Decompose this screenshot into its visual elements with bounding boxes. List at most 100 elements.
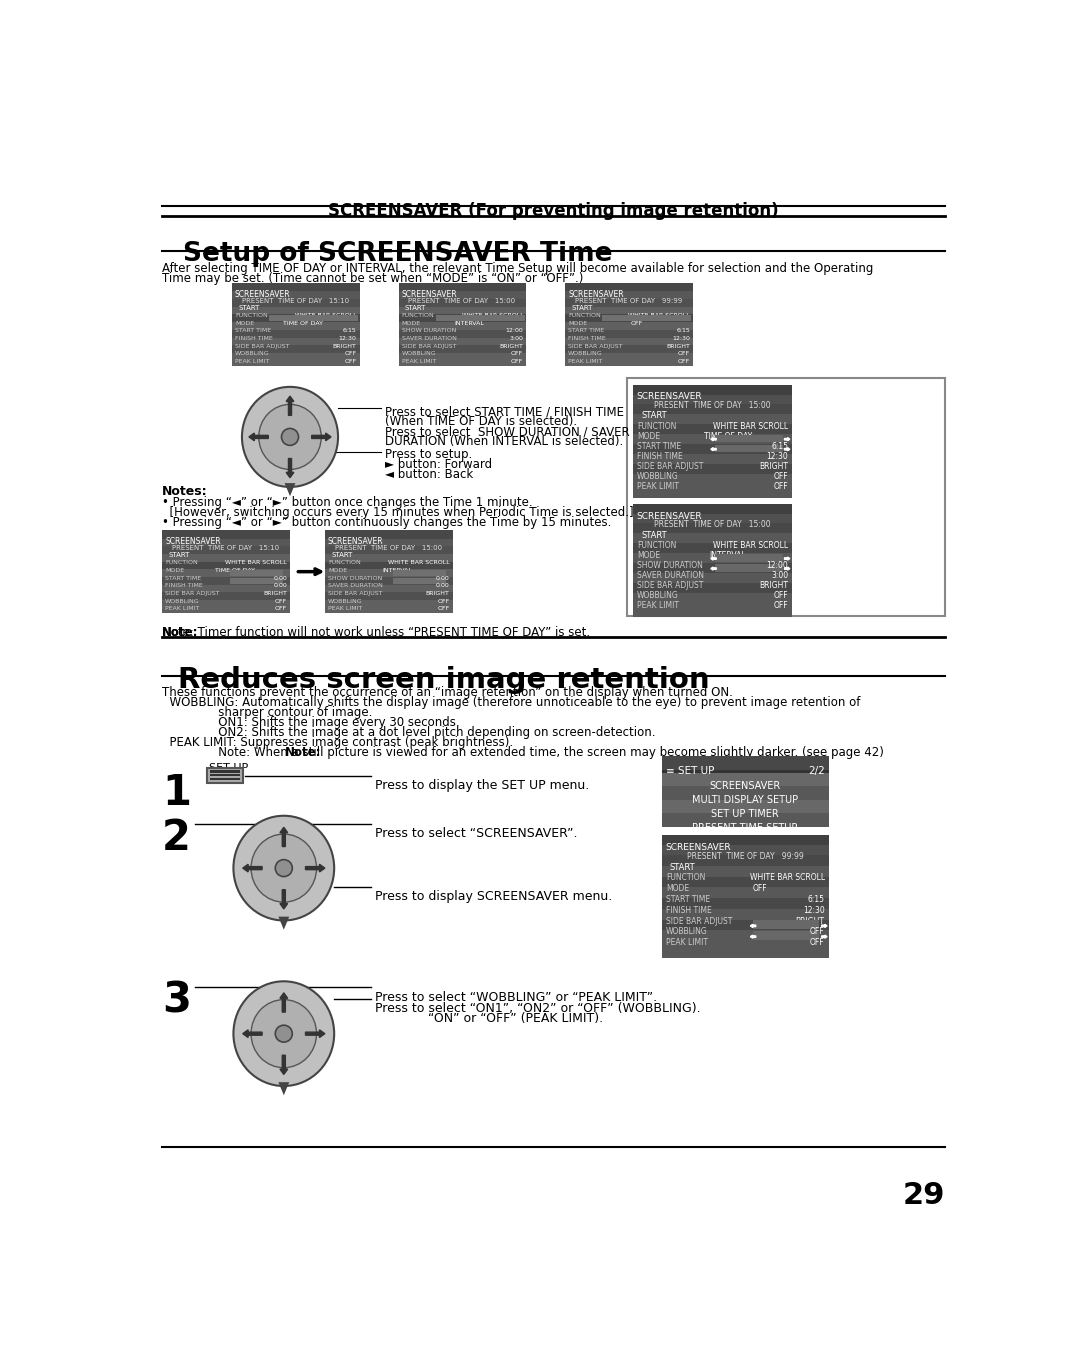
FancyArrow shape [784, 447, 789, 451]
Text: SAVER DURATION: SAVER DURATION [328, 583, 382, 589]
Text: SHOW DURATION: SHOW DURATION [637, 562, 703, 570]
Text: Note: When a still picture is viewed for an extended time, the screen may become: Note: When a still picture is viewed for… [162, 747, 885, 759]
Text: MODE: MODE [328, 568, 347, 572]
Text: 12:00: 12:00 [767, 562, 788, 570]
Bar [633, 463, 793, 474]
Bar [662, 898, 828, 909]
Text: FUNCTION: FUNCTION [568, 313, 600, 318]
Text: SCREENSAVER (For preventing image retention): SCREENSAVER (For preventing image retent… [328, 202, 779, 219]
Text: START: START [642, 530, 666, 540]
Text: SIDE BAR ADJUST: SIDE BAR ADJUST [637, 581, 703, 590]
Text: OFF: OFF [511, 352, 524, 357]
Bar [211, 778, 240, 781]
Text: PRESENT  TIME OF DAY   15:00: PRESENT TIME OF DAY 15:00 [654, 401, 771, 410]
Bar [232, 284, 360, 367]
Text: PRESENT  TIME OF DAY   15:10: PRESENT TIME OF DAY 15:10 [242, 297, 349, 304]
Bar [162, 600, 291, 608]
Text: OFF: OFF [631, 320, 643, 326]
Text: MULTI DISPLAY SETUP: MULTI DISPLAY SETUP [692, 795, 798, 806]
Bar [399, 330, 526, 338]
Text: WHITE BAR SCROLL: WHITE BAR SCROLL [750, 874, 825, 882]
Bar [325, 562, 453, 570]
Text: WOBBLING: WOBBLING [637, 592, 679, 600]
Text: WOBBLING: WOBBLING [328, 598, 363, 604]
Text: SIDE BAR ADJUST: SIDE BAR ADJUST [402, 343, 456, 349]
Text: PRESENT TIME SETUP: PRESENT TIME SETUP [692, 823, 798, 833]
Text: Press to select START TIME / FINISH TIME: Press to select START TIME / FINISH TIME [384, 405, 623, 418]
Bar [399, 292, 526, 298]
Text: SCREENSAVER: SCREENSAVER [665, 842, 731, 852]
Bar [325, 570, 453, 577]
Text: 12:30: 12:30 [672, 337, 690, 341]
Text: FUNCTION: FUNCTION [637, 541, 676, 549]
Text: BRIGHT: BRIGHT [426, 592, 449, 596]
Bar [633, 593, 793, 604]
Bar [662, 876, 828, 887]
Text: 0:00: 0:00 [273, 575, 287, 581]
Text: OFF: OFF [437, 598, 449, 604]
Text: START: START [332, 552, 352, 559]
Text: sharper contour of image.: sharper contour of image. [162, 706, 373, 720]
Text: 6:15: 6:15 [676, 328, 690, 334]
Bar [435, 315, 525, 322]
Bar [633, 454, 793, 463]
Bar [633, 504, 793, 617]
Bar [211, 770, 240, 773]
Text: START: START [238, 305, 259, 311]
Text: START: START [168, 552, 190, 559]
Text: OFF: OFF [753, 885, 768, 893]
Text: PRESENT  TIME OF DAY   99:99: PRESENT TIME OF DAY 99:99 [575, 297, 683, 304]
Ellipse shape [242, 387, 338, 487]
Text: BRIGHT: BRIGHT [264, 592, 287, 596]
Bar [399, 322, 526, 330]
Text: WOBBLING: WOBBLING [666, 927, 707, 936]
Text: BRIGHT: BRIGHT [499, 343, 524, 349]
Text: These functions prevent the occurrence of an “image retention” on the display wh: These functions prevent the occurrence o… [162, 687, 733, 699]
Text: FUNCTION: FUNCTION [666, 874, 705, 882]
Text: WOBBLING: WOBBLING [165, 598, 200, 604]
FancyArrow shape [711, 438, 716, 440]
Text: OFF: OFF [810, 927, 825, 936]
Ellipse shape [282, 428, 298, 446]
Text: 0:00: 0:00 [436, 575, 449, 581]
Text: PEAK LIMIT: PEAK LIMIT [328, 607, 363, 612]
Text: OFF: OFF [810, 938, 825, 947]
Bar [399, 284, 526, 367]
Text: ≡ SET UP: ≡ SET UP [666, 766, 714, 777]
Ellipse shape [251, 999, 316, 1067]
FancyArrow shape [306, 864, 325, 872]
Text: PEAK LIMIT: PEAK LIMIT [165, 607, 200, 612]
Text: PEAK LIMIT: PEAK LIMIT [637, 601, 679, 609]
Bar [633, 384, 793, 497]
Bar [662, 920, 828, 931]
Text: FINISH TIME: FINISH TIME [568, 337, 606, 341]
Bar [565, 284, 693, 367]
Text: “ON” or “OFF” (PEAK LIMIT).: “ON” or “OFF” (PEAK LIMIT). [428, 1013, 603, 1025]
Text: PRESENT  TIME OF DAY   99:99: PRESENT TIME OF DAY 99:99 [687, 852, 804, 861]
Text: TIME OF DAY: TIME OF DAY [283, 320, 323, 326]
Text: 0:00: 0:00 [273, 583, 287, 589]
Text: WOBBLING: WOBBLING [402, 352, 436, 357]
Bar [399, 338, 526, 345]
Text: SIDE BAR ADJUST: SIDE BAR ADJUST [637, 462, 703, 470]
Text: SAVER DURATION: SAVER DURATION [402, 337, 457, 341]
Text: WHITE BAR SCROLL: WHITE BAR SCROLL [713, 421, 788, 431]
Bar [232, 322, 360, 330]
Text: Reduces screen image retention: Reduces screen image retention [177, 665, 710, 694]
Text: Time may be set. (Time cannot be set when “MODE” is “ON” or “OFF”.): Time may be set. (Time cannot be set whe… [162, 273, 583, 285]
Text: WHITE BAR SCROLL: WHITE BAR SCROLL [388, 560, 449, 566]
FancyArrow shape [711, 567, 716, 570]
Text: ON2: Shifts the image at a dot level pitch depending on screen-detection.: ON2: Shifts the image at a dot level pit… [162, 726, 656, 740]
Bar [662, 814, 828, 827]
Ellipse shape [233, 981, 334, 1086]
Bar [754, 931, 820, 939]
Bar [633, 544, 793, 553]
Text: BRIGHT: BRIGHT [759, 462, 788, 470]
Text: MODE: MODE [568, 320, 588, 326]
Bar [662, 845, 828, 855]
Text: PRESENT  TIME OF DAY   15:00: PRESENT TIME OF DAY 15:00 [408, 297, 515, 304]
Text: 3:00: 3:00 [771, 571, 788, 579]
Text: [However, switching occurs every 15 minutes when Periodic Time is selected.]: [However, switching occurs every 15 minu… [162, 506, 634, 519]
Text: START TIME: START TIME [666, 895, 710, 904]
Text: INTERVAL: INTERVAL [710, 551, 746, 560]
